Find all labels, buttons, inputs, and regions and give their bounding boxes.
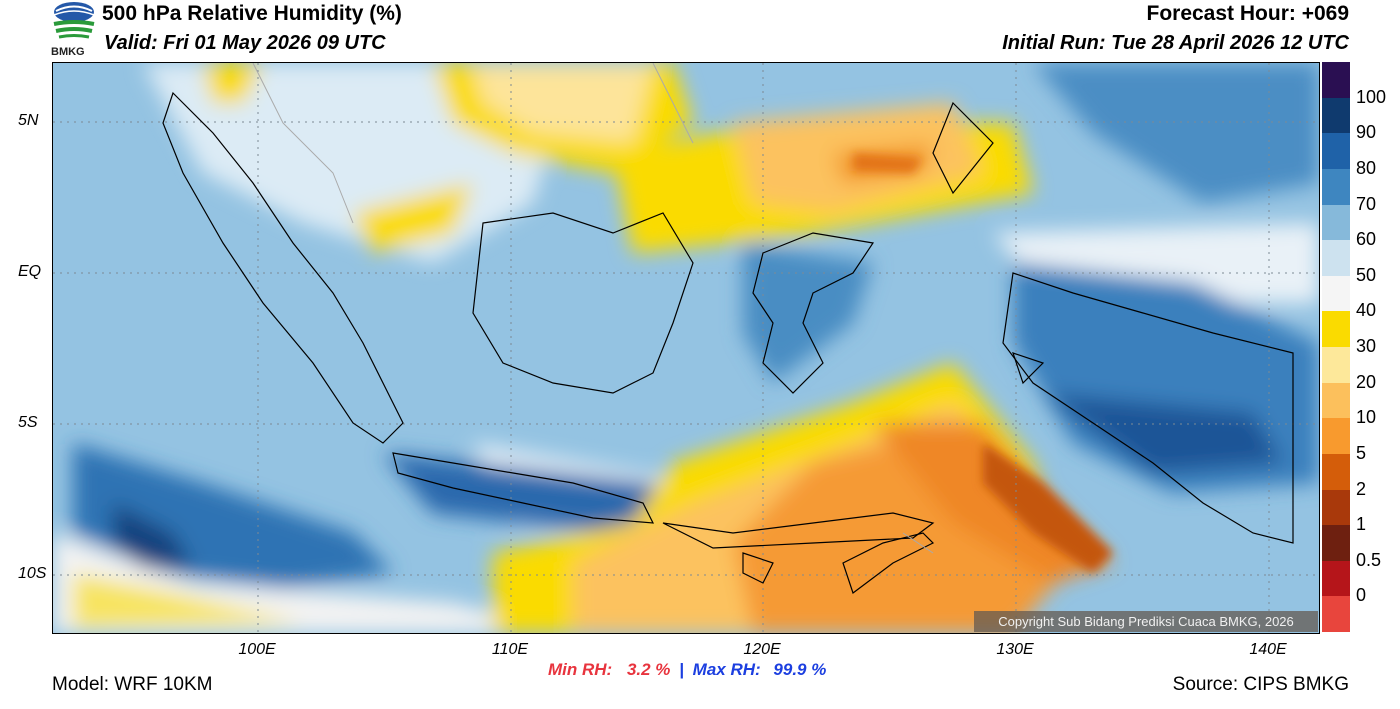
colorbar-swatch bbox=[1322, 168, 1350, 205]
humidity-field bbox=[53, 63, 1319, 633]
humidity-map bbox=[52, 62, 1320, 634]
colorbar-swatch bbox=[1322, 382, 1350, 419]
colorbar-swatch bbox=[1322, 204, 1350, 241]
colorbar-label: 40 bbox=[1356, 300, 1377, 321]
colorbar-swatch bbox=[1322, 240, 1350, 276]
min-rh-value: 3.2 % bbox=[626, 660, 671, 679]
colorbar-label: 10 bbox=[1356, 407, 1377, 428]
map-title: 500 hPa Relative Humidity (%) bbox=[102, 2, 402, 25]
colorbar-label: 50 bbox=[1356, 264, 1377, 285]
colorbar-label: 90 bbox=[1356, 122, 1377, 143]
lat-label-10s: 10S bbox=[18, 565, 47, 582]
colorbar-swatch bbox=[1322, 275, 1350, 312]
colorbar-swatch bbox=[1322, 97, 1350, 134]
colorbar-label: 1 bbox=[1356, 514, 1367, 535]
lat-label-5s: 5S bbox=[18, 414, 38, 431]
colorbar-swatch bbox=[1322, 453, 1350, 490]
graticule bbox=[53, 63, 1319, 633]
copyright-notice: Copyright Sub Bidang Prediksi Cuaca BMKG… bbox=[974, 611, 1318, 632]
valid-time: Valid: Fri 01 May 2026 09 UTC bbox=[104, 32, 386, 54]
max-rh-value: 99.9 % bbox=[773, 660, 827, 679]
lon-label-110e: 110E bbox=[491, 641, 529, 658]
bmkg-logo bbox=[50, 0, 100, 62]
coastlines bbox=[162, 91, 1294, 594]
max-rh-label: Max RH: bbox=[692, 660, 761, 679]
lon-label-140e: 140E bbox=[1249, 641, 1287, 658]
lat-label-5n: 5N bbox=[18, 112, 39, 129]
colorbar-label: 80 bbox=[1356, 157, 1377, 178]
colorbar-swatch bbox=[1322, 525, 1350, 561]
colorbar-label: 70 bbox=[1356, 193, 1377, 214]
colorbar-swatch bbox=[1322, 489, 1350, 526]
colorbar-label: 2 bbox=[1356, 478, 1367, 499]
colorbar-swatch bbox=[1322, 560, 1350, 597]
rh-min-max: Min RH: 3.2 % | Max RH: 99.9 % bbox=[548, 660, 826, 680]
lon-label-100e: 100E bbox=[238, 641, 276, 658]
colorbar-swatch bbox=[1322, 311, 1350, 347]
colorbar-swatch bbox=[1322, 133, 1350, 169]
colorbar-swatch bbox=[1322, 62, 1350, 98]
colorbar-label: 0.5 bbox=[1356, 549, 1382, 570]
colorbar-label: 5 bbox=[1356, 442, 1367, 463]
stats-separator: | bbox=[679, 660, 684, 679]
colorbar-swatch bbox=[1322, 347, 1350, 383]
colorbar-swatch bbox=[1322, 418, 1350, 454]
colorbar-swatch bbox=[1322, 596, 1350, 632]
colorbar-label: 30 bbox=[1356, 336, 1377, 356]
logo-text: BMKG bbox=[51, 46, 85, 58]
forecast-hour: Forecast Hour: +069 bbox=[1146, 2, 1350, 25]
lon-label-120e: 120E bbox=[743, 641, 781, 658]
model-info: Model: WRF 10KM bbox=[52, 674, 213, 695]
colorbar-label: 0 bbox=[1356, 585, 1367, 606]
min-rh-label: Min RH: bbox=[548, 660, 613, 679]
colorbar bbox=[1322, 62, 1350, 632]
lat-label-eq: EQ bbox=[18, 263, 42, 280]
colorbar-label: 20 bbox=[1356, 371, 1377, 392]
initial-run: Initial Run: Tue 28 April 2026 12 UTC bbox=[1002, 32, 1349, 54]
source-info: Source: CIPS BMKG bbox=[1172, 674, 1349, 695]
lon-label-130e: 130E bbox=[996, 641, 1034, 658]
colorbar-label: 100 bbox=[1356, 86, 1387, 107]
colorbar-label: 60 bbox=[1356, 229, 1377, 250]
